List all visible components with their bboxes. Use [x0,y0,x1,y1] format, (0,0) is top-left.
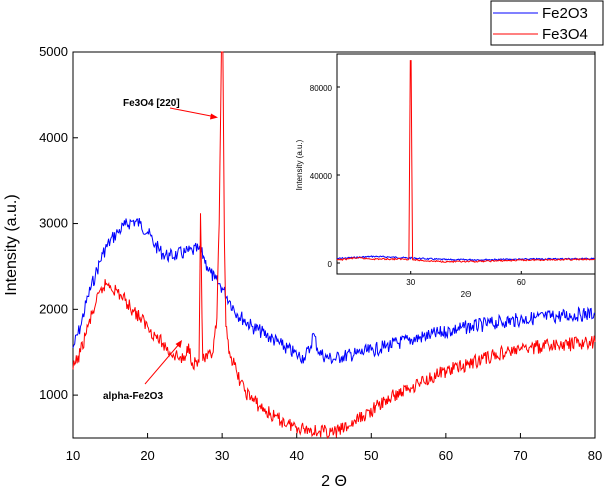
inset-x-ticks: 30 60 [406,271,526,287]
main-y-tick-label: 3000 [39,216,68,231]
annotation-alpha-fe2o3-arrowhead [175,340,182,348]
annotation-fe3o4-220: Fe3O4 [220] [123,98,218,120]
main-x-tick-label: 30 [215,448,229,463]
main-x-ticks: 10 20 30 40 50 60 70 80 [66,433,602,463]
inset-series-fe2o3-line [336,255,595,262]
main-x-tick-label: 20 [140,448,154,463]
annotation-fe3o4-220-label: Fe3O4 [220] [123,98,180,109]
inset-plot-frame [336,53,596,275]
inset-x-axis-title: 2Θ [461,290,472,299]
legend: Fe2O3 Fe3O4 [490,0,604,46]
legend-label-fe2o3: Fe2O3 [542,5,588,22]
main-series [72,51,596,440]
main-y-tick-label: 2000 [39,301,68,316]
inset-series-fe3o4-line [336,60,596,264]
main-x-axis-title: 2 Θ [321,473,347,490]
main-series-fe2o3-line [72,218,596,365]
main-y-tick-label: 4000 [39,130,68,145]
main-x-tick-label: 80 [588,448,602,463]
main-y-tick-label: 1000 [39,387,68,402]
inset-x-tick-label: 30 [406,278,415,287]
main-x-tick-label: 50 [364,448,378,463]
inset-y-axis-title: Intensity (a.u.) [295,139,304,190]
main-x-tick-label: 60 [439,448,453,463]
annotation-fe3o4-220-arrowhead [210,113,218,120]
inset-x-tick-label: 60 [517,278,526,287]
annotation-alpha-fe2o3-arrow [144,342,181,385]
annotation-fe3o4-220-arrow [169,107,217,118]
main-x-tick-label: 40 [289,448,303,463]
inset-y-tick-label: 80000 [310,84,333,93]
annotation-alpha-fe2o3: alpha-Fe2O3 [103,340,182,402]
inset-y-ticks: 0 40000 80000 [310,84,340,269]
main-y-ticks: 1000 2000 3000 4000 5000 [39,44,78,402]
main-x-tick-label: 70 [513,448,527,463]
inset-series [336,60,596,264]
main-y-tick-label: 5000 [39,44,68,59]
main-y-axis-title: Intensity (a.u.) [3,194,20,295]
legend-label-fe3o4: Fe3O4 [542,26,588,43]
inset-y-tick-label: 0 [328,260,333,269]
main-x-tick-label: 10 [66,448,80,463]
annotation-alpha-fe2o3-label: alpha-Fe2O3 [103,391,163,402]
inset-y-tick-label: 40000 [310,172,333,181]
main-series-fe3o4-line [72,51,596,440]
legend-box [490,0,604,46]
